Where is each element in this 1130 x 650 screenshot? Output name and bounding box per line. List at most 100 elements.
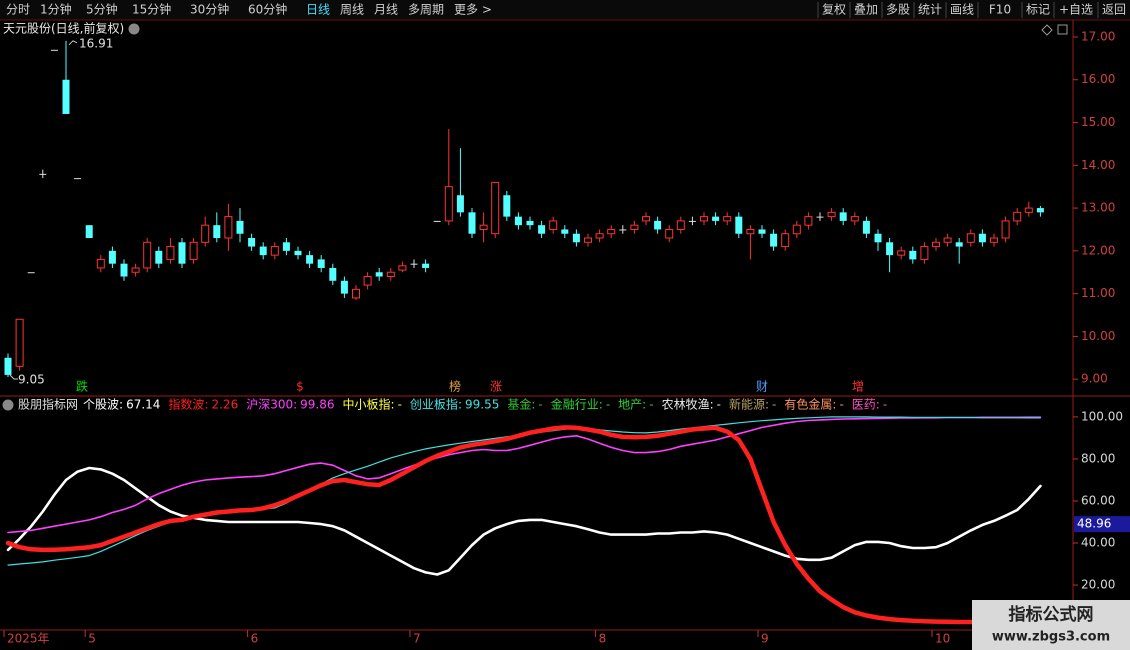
candle-body [723,216,732,222]
candle-body [433,220,441,222]
candle-body [282,242,290,251]
legend-name: 指数波 [168,397,204,412]
candle-body [920,246,929,260]
toolbar-button[interactable]: 返回 [1102,3,1126,17]
candle-body [456,195,464,213]
candle-body [398,265,407,271]
y-tick-label: 14.00 [1081,158,1115,172]
candle-body [839,212,847,221]
period-tab[interactable]: 周线 [340,3,364,17]
period-tab[interactable]: 日线 [306,3,330,17]
current-value-label: 48.96 [1077,517,1111,531]
legend-name: 中小板指 [343,397,391,412]
period-tab[interactable]: 1分钟 [40,2,72,17]
legend-name: 医药 [852,398,876,412]
candle-body [85,225,93,239]
indicator-icon[interactable] [2,399,14,411]
candle-body [966,233,975,243]
watermark-url: www.zbgs3.com [992,630,1110,645]
event-marker: 跌 [76,379,88,394]
candle-body [874,233,882,243]
min-pointer [9,374,18,380]
legend-value: - [717,398,721,412]
legend-name: 基金 [507,397,531,412]
period-tab[interactable]: 分时 [6,3,30,17]
indicator-line [6,466,1042,576]
period-tab[interactable]: 30分钟 [190,2,229,17]
candle-body [827,211,836,218]
min-label: 9.05 [18,373,45,387]
toolbar-button[interactable]: +自选 [1059,3,1093,17]
period-tab[interactable]: 月线 [374,3,398,17]
legend-separator: : [710,398,714,412]
title-icon[interactable] [128,23,140,35]
candle-body [978,233,986,243]
event-marker: 增 [852,380,864,394]
toolbar-button[interactable]: F10 [989,3,1011,17]
candle-body [619,229,627,231]
indicator-line [7,416,1042,534]
toolbar-button[interactable]: 画线 [950,3,974,17]
candle-body [886,242,894,256]
toolbar-button[interactable]: 统计 [918,3,942,17]
candle-body [340,280,348,294]
box-icon[interactable] [1057,24,1068,35]
candle-body [468,212,476,234]
candle-body [108,250,116,264]
candle-body [526,220,534,226]
candle-body [352,288,360,299]
legend-value: - [883,398,887,412]
legend-value: 2.26 [211,398,238,412]
candle-body [178,242,186,264]
period-tab[interactable]: 15分钟 [132,2,171,17]
candle-body [990,237,998,243]
toolbar-button[interactable]: 标记 [1026,3,1050,17]
legend-name: 金融行业 [551,397,599,412]
indicator-line [5,425,1043,625]
y-tick-label: 80.00 [1081,451,1115,465]
candle-body [1024,207,1033,213]
candle-body [62,79,70,114]
y-tick-label: 20.00 [1081,578,1115,592]
legend-separator: : [765,398,769,412]
candle-body [213,225,221,239]
period-tab[interactable]: 5分钟 [86,2,118,17]
candle-body [688,220,696,222]
legend-separator: : [458,398,462,412]
current-value-box [1074,516,1130,533]
legend-value: - [606,398,610,412]
candle-body [131,267,140,273]
candle-body [306,255,314,264]
candle-body [676,220,685,230]
toolbar-button[interactable]: 复权 [822,3,846,17]
event-marker: 财 [756,380,768,394]
diamond-icon[interactable] [1041,24,1053,36]
candle-body [572,233,580,243]
candle-body [201,224,210,243]
toolbar-button[interactable]: 叠加 [854,3,878,17]
indicator-title: 股朋指标网 [18,397,78,412]
candle-body [143,241,152,269]
legend-name: 有色金属 [784,397,832,412]
candle-body [479,224,488,230]
x-tick-label: 8 [599,632,607,646]
candle-body [96,258,105,269]
period-tab[interactable]: 多周期 [408,3,444,17]
legend-name: 沪深300 [246,398,293,412]
candle-body [27,272,35,274]
candle-body [224,216,233,239]
legend-separator: : [599,398,603,412]
y-tick-label: 17.00 [1081,29,1115,43]
period-tab[interactable]: 60分钟 [248,2,287,17]
candle-body [259,246,267,256]
legend-separator: : [642,398,646,412]
candle-body [4,357,12,375]
watermark-title: 指标公式网 [1009,604,1094,625]
period-tab[interactable]: 更多 > [454,3,492,17]
candle-body [74,178,82,180]
toolbar-button[interactable]: 多股 [886,3,910,17]
candle-body [514,216,522,226]
candle-body [39,173,47,175]
